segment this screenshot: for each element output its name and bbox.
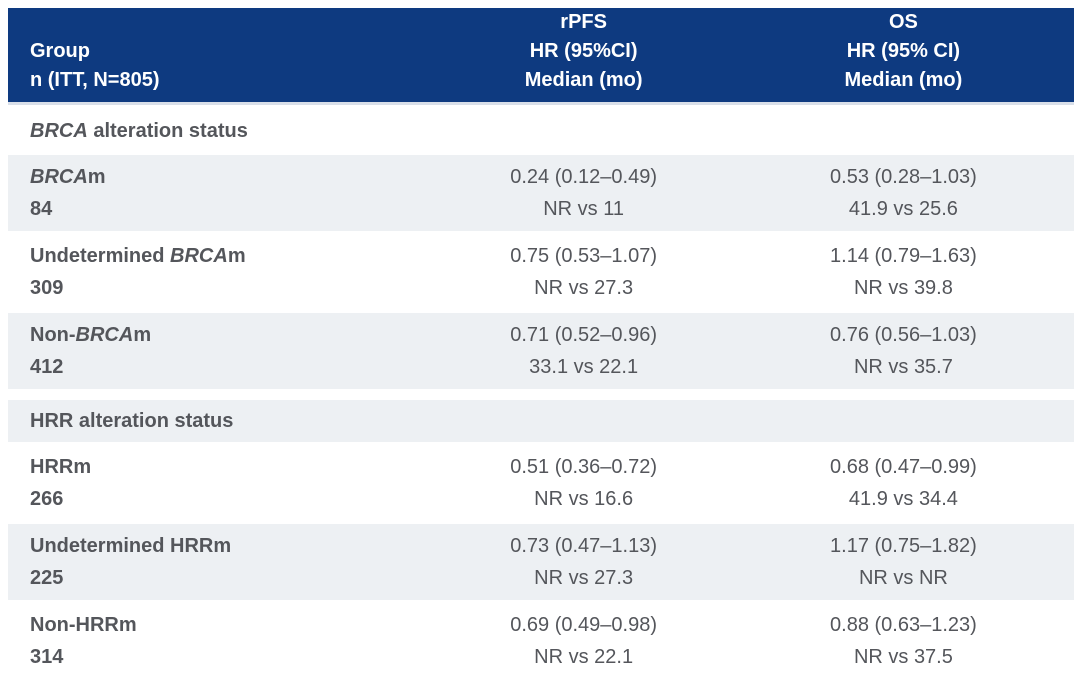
table-row-hrrm: HRRm 266 0.51 (0.36–0.72) NR vs 16.6 0.6…	[8, 445, 1074, 521]
os-hr-value: 1.14 (0.79–1.63)	[830, 245, 977, 267]
section-label: BRCA alteration status	[30, 120, 248, 142]
group-n: 225	[30, 567, 64, 589]
header-os-hr-label: HR (95% CI)	[846, 40, 961, 62]
os-median-value: NR vs 39.8	[853, 277, 953, 299]
table-row-non-hrrm: Non-HRRm 314 0.69 (0.49–0.98) NR vs 22.1…	[8, 603, 1074, 679]
results-table: Group n (ITT, N=805) rPFS HR (95%CI) Med…	[8, 8, 1074, 679]
header-os-median-label: Median (mo)	[844, 69, 963, 91]
section-label-cell: BRCA alteration status	[8, 110, 434, 152]
header-group-label: Group	[30, 40, 90, 62]
table-row-undetermined-hrrm: Undetermined HRRm 225 0.73 (0.47–1.13) N…	[8, 524, 1074, 600]
os-median-value: 41.9 vs 34.4	[848, 488, 958, 510]
group-n: 412	[30, 356, 64, 378]
os-median-value: NR vs 35.7	[853, 356, 953, 378]
rpfs-median-value: NR vs 27.3	[534, 277, 634, 299]
group-cell: HRRm 266	[8, 445, 434, 521]
group-cell: Non-BRCAm 412	[8, 313, 434, 389]
rpfs-cell: 0.75 (0.53–1.07) NR vs 27.3	[434, 234, 732, 310]
rpfs-median-value: NR vs 16.6	[534, 488, 634, 510]
table-row-non-brcam: Non-BRCAm 412 0.71 (0.52–0.96) 33.1 vs 2…	[8, 313, 1074, 389]
os-cell: 0.68 (0.47–0.99) 41.9 vs 34.4	[733, 445, 1074, 521]
header-group-cell: Group n (ITT, N=805)	[8, 8, 434, 104]
rpfs-hr-value: 0.69 (0.49–0.98)	[510, 614, 658, 636]
section-header-row-hrr: HRR alteration status	[8, 400, 1074, 442]
os-median-value: 41.9 vs 25.6	[848, 198, 958, 220]
header-os-cell: OS HR (95% CI) Median (mo)	[733, 8, 1074, 104]
header-rpfs-median-label: Median (mo)	[524, 69, 643, 91]
section-label: HRR alteration status	[30, 410, 234, 432]
os-cell: 0.88 (0.63–1.23) NR vs 37.5	[733, 603, 1074, 679]
os-cell: 1.14 (0.79–1.63) NR vs 39.8	[733, 234, 1074, 310]
group-name: Non-HRRm	[30, 614, 137, 636]
os-median-value: NR vs NR	[858, 567, 948, 589]
header-os-title: OS	[888, 11, 918, 33]
rpfs-median-value: NR vs 11	[543, 198, 624, 220]
group-n: 309	[30, 277, 64, 299]
os-hr-value: 0.53 (0.28–1.03)	[830, 166, 977, 188]
group-name: Undetermined HRRm	[30, 535, 232, 557]
header-rpfs-hr-label: HR (95%CI)	[529, 40, 638, 62]
os-hr-value: 0.88 (0.63–1.23)	[830, 614, 977, 636]
group-n: 266	[30, 488, 64, 510]
section-label-cell: HRR alteration status	[8, 400, 434, 442]
rpfs-hr-value: 0.51 (0.36–0.72)	[510, 456, 658, 478]
os-median-value: NR vs 37.5	[853, 646, 953, 668]
table-body: BRCA alteration status BRCAm 84 0.24 (0.…	[8, 110, 1074, 679]
rpfs-median-value: 33.1 vs 22.1	[529, 356, 639, 378]
rpfs-hr-value: 0.71 (0.52–0.96)	[510, 324, 658, 346]
group-cell: Undetermined BRCAm 309	[8, 234, 434, 310]
header-rpfs-title: rPFS	[560, 11, 607, 33]
group-name: Non-BRCAm	[30, 324, 152, 346]
group-name: HRRm	[30, 456, 92, 478]
rpfs-cell: 0.71 (0.52–0.96) 33.1 vs 22.1	[434, 313, 732, 389]
group-n: 314	[30, 646, 64, 668]
os-cell: 0.76 (0.56–1.03) NR vs 35.7	[733, 313, 1074, 389]
header-rpfs-cell: rPFS HR (95%CI) Median (mo)	[434, 8, 732, 104]
group-name: Undetermined BRCAm	[30, 245, 246, 267]
rpfs-cell: 0.73 (0.47–1.13) NR vs 27.3	[434, 524, 732, 600]
os-hr-value: 0.68 (0.47–0.99)	[830, 456, 977, 478]
table-header-row: Group n (ITT, N=805) rPFS HR (95%CI) Med…	[8, 8, 1074, 105]
rpfs-cell: 0.24 (0.12–0.49) NR vs 11	[434, 155, 732, 231]
section-header-row-brca: BRCA alteration status	[8, 110, 1074, 152]
group-cell: BRCAm 84	[8, 155, 434, 231]
header-n-label: n (ITT, N=805)	[30, 69, 160, 91]
rpfs-hr-value: 0.75 (0.53–1.07)	[510, 245, 658, 267]
rpfs-hr-value: 0.24 (0.12–0.49)	[510, 166, 658, 188]
table-row-brcam: BRCAm 84 0.24 (0.12–0.49) NR vs 11 0.53 …	[8, 155, 1074, 231]
rpfs-cell: 0.51 (0.36–0.72) NR vs 16.6	[434, 445, 732, 521]
table-row-undetermined-brcam: Undetermined BRCAm 309 0.75 (0.53–1.07) …	[8, 234, 1074, 310]
rpfs-median-value: NR vs 27.3	[534, 567, 634, 589]
os-cell: 1.17 (0.75–1.82) NR vs NR	[733, 524, 1074, 600]
group-name: BRCAm	[30, 166, 106, 188]
group-cell: Undetermined HRRm 225	[8, 524, 434, 600]
group-n: 84	[30, 198, 53, 220]
group-cell: Non-HRRm 314	[8, 603, 434, 679]
rpfs-cell: 0.69 (0.49–0.98) NR vs 22.1	[434, 603, 732, 679]
os-hr-value: 1.17 (0.75–1.82)	[830, 535, 977, 557]
os-hr-value: 0.76 (0.56–1.03)	[830, 324, 977, 346]
rpfs-median-value: NR vs 22.1	[534, 646, 634, 668]
section-divider	[8, 389, 1074, 400]
os-cell: 0.53 (0.28–1.03) 41.9 vs 25.6	[733, 155, 1074, 231]
rpfs-hr-value: 0.73 (0.47–1.13)	[510, 535, 658, 557]
